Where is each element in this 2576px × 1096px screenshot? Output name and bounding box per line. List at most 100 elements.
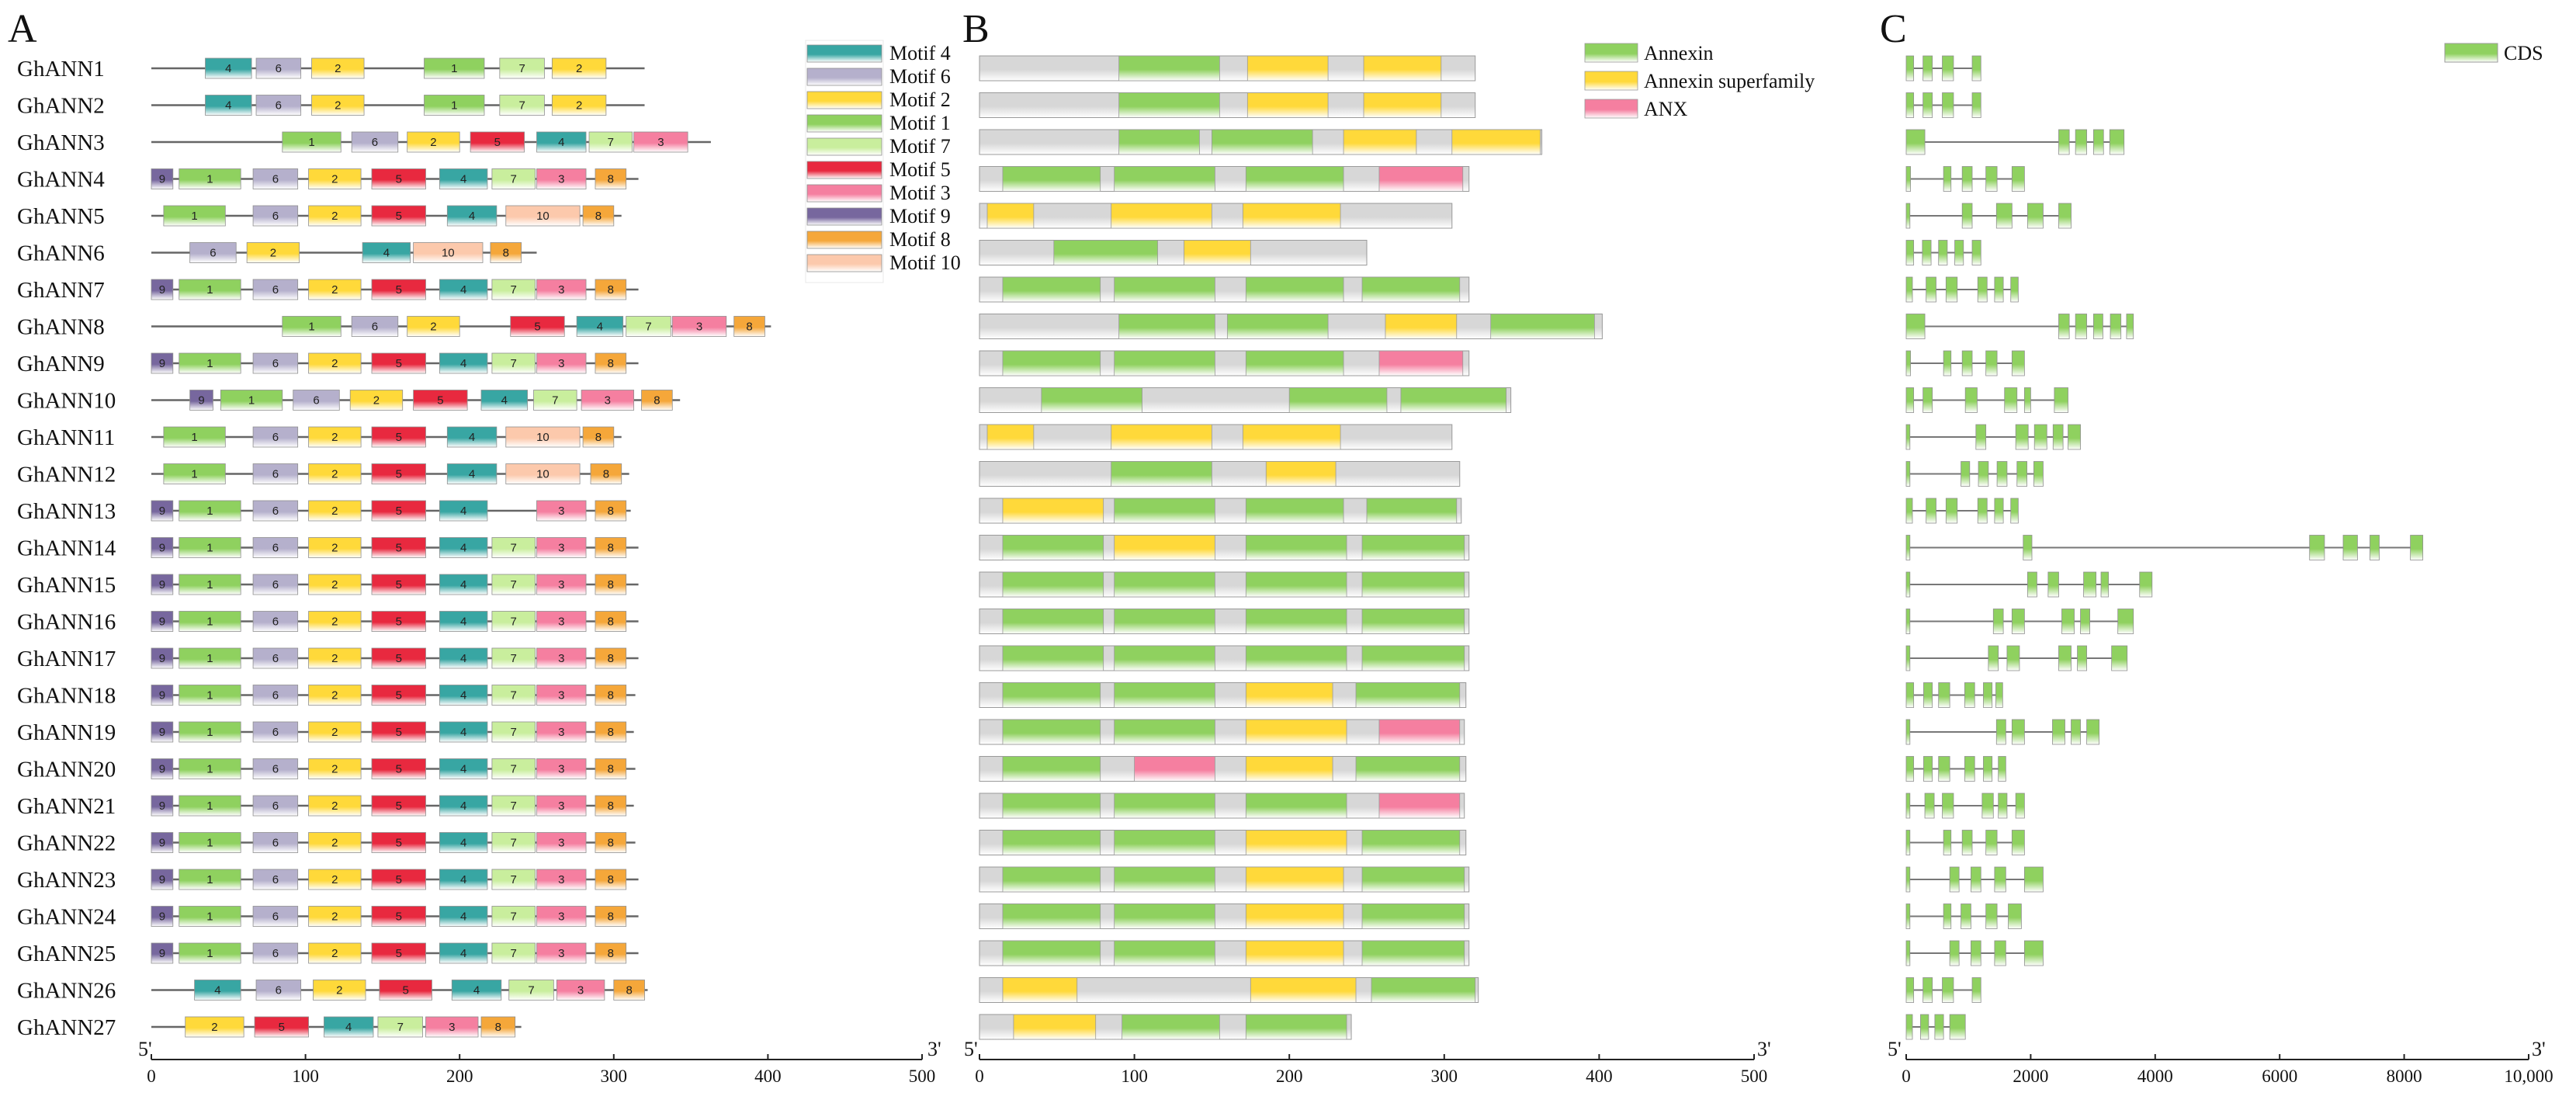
motif-8-box	[480, 1016, 516, 1038]
domain-annexin	[1114, 166, 1215, 192]
cds-exon	[1905, 92, 1915, 118]
motif-5-box	[371, 168, 426, 189]
motif-2-box	[551, 57, 607, 79]
cds-exon	[2061, 609, 2075, 634]
gene-row-ghann13: GhANN13 9 1 6 2 5 4 3 8	[17, 498, 2019, 524]
motif-3-box	[536, 906, 587, 927]
gene-name: GhANN15	[17, 573, 116, 598]
cds-exon	[1961, 830, 1973, 855]
motif-number: 8	[608, 542, 614, 555]
protein-backbone	[979, 461, 1461, 487]
motif-6-box	[252, 721, 299, 743]
cds-exon	[2139, 571, 2153, 598]
domain-annexin	[1288, 387, 1388, 413]
cds-exon	[1905, 645, 1911, 671]
motif-1-box	[179, 832, 241, 853]
axis-b-three-prime: 3'	[1757, 1038, 1771, 1060]
domain-annexin	[1114, 940, 1215, 966]
domain-annexin	[1114, 498, 1215, 524]
axis-a-tick-label: 500	[909, 1067, 936, 1086]
motif-number: 2	[331, 578, 338, 591]
motif-number: 1	[248, 394, 255, 408]
motif-6-legend-swatch	[806, 68, 882, 86]
motif-9-box	[151, 685, 174, 706]
motif-number: 8	[608, 799, 614, 813]
motif-4-box	[439, 942, 488, 964]
cds-exon	[2058, 129, 2070, 155]
domain-annexin	[1245, 350, 1344, 376]
motif-8-box	[733, 316, 765, 337]
motif-4-box	[439, 574, 488, 595]
cds-exon	[1942, 793, 1954, 819]
motif-number: 8	[608, 505, 614, 518]
cds-exon	[1922, 240, 1932, 265]
domain-annexin	[1002, 166, 1101, 192]
motif-number: 4	[460, 578, 466, 591]
motif-number: 6	[210, 247, 216, 260]
motif-number: 2	[331, 799, 338, 813]
domain-annexin-superfamily	[1245, 719, 1347, 745]
motif-4-box	[439, 721, 488, 743]
cds-exon	[1977, 276, 1988, 303]
motif-number: 6	[372, 321, 378, 334]
motif-number: 4	[501, 394, 508, 408]
motif-7-box	[491, 685, 536, 706]
domain-annexin	[1226, 314, 1329, 339]
gene-name: GhANN5	[17, 204, 105, 229]
motif-8-box	[595, 168, 627, 189]
domain-annexin	[1212, 129, 1313, 155]
cds-exon	[2011, 830, 2025, 855]
motif-number: 1	[206, 910, 213, 924]
motif-2-box	[308, 168, 362, 189]
motif-9-box	[151, 611, 174, 632]
motif-number: 1	[191, 210, 197, 223]
motif-8-box	[595, 758, 627, 779]
cds-exon	[2117, 609, 2134, 634]
motif-6-box	[255, 57, 302, 79]
motif-2-box	[308, 205, 362, 227]
gene-row-ghann27: GhANN27 2 5 4 7 3 8	[17, 1014, 1966, 1040]
motif-10-box	[505, 463, 581, 484]
cds-exon	[1923, 682, 1933, 708]
motif-1-box	[163, 205, 226, 227]
motif-1-box	[179, 685, 241, 706]
motif-number: 4	[460, 799, 466, 813]
motif-2-box	[308, 500, 362, 522]
motif-number: 6	[276, 984, 282, 997]
cds-exon	[2033, 424, 2047, 450]
motif-3-box	[536, 279, 587, 300]
domain-annexin	[1245, 645, 1347, 671]
motif-number: 2	[576, 99, 582, 113]
motif-6-box	[252, 463, 299, 484]
motif-number: 2	[331, 910, 338, 924]
motif-1-box	[282, 131, 342, 153]
axis-b: 5' 3' 0 100 200 300 400 500	[964, 1038, 1771, 1086]
axis-c-tick-label: 2000	[2013, 1067, 2048, 1086]
motif-8-box	[595, 574, 627, 595]
gene-name: GhANN1	[17, 57, 105, 82]
motif-number: 5	[396, 947, 402, 960]
axis-c-five-prime: 5'	[1888, 1038, 1902, 1060]
motif-number: 10	[536, 468, 550, 481]
cds-exon	[2010, 498, 2019, 524]
domain-annexin	[1361, 645, 1465, 671]
cds-exon	[2109, 129, 2125, 155]
cds-exon	[2052, 424, 2064, 450]
cds-exon	[1943, 350, 1952, 376]
domain-annexin	[1361, 535, 1465, 560]
motif-1-legend-label: Motif 1	[889, 112, 951, 134]
axis-c-three-prime: 3'	[2532, 1038, 2546, 1060]
motif-7-box	[499, 95, 545, 116]
cds-exon	[1922, 977, 1933, 1003]
motif-6-box	[255, 95, 302, 116]
gene-row-ghann23: GhANN23 9 1 6 2 5 4 7 3 8	[17, 866, 2044, 893]
gene-row-ghann20: GhANN20 9 1 6 2 5 4 7 3 8	[17, 756, 2006, 782]
motif-6-box	[252, 647, 299, 669]
domain-annexin-superfamily	[1245, 756, 1333, 782]
motif-7-box	[491, 906, 536, 927]
cds-exon	[2047, 571, 2059, 598]
cds-exon	[1977, 498, 1988, 524]
motif-number: 5	[396, 505, 402, 518]
motif-number: 6	[272, 947, 279, 960]
motif-10-legend-label: Motif 10	[889, 251, 961, 274]
